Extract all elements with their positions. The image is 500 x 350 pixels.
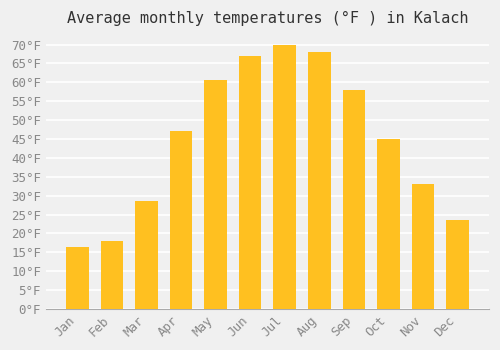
Bar [66, 247, 88, 309]
Bar [135, 201, 158, 309]
Bar [204, 80, 227, 309]
Bar [446, 220, 469, 309]
Title: Average monthly temperatures (°F ) in Kalach: Average monthly temperatures (°F ) in Ka… [66, 11, 468, 26]
Bar [412, 184, 434, 309]
Bar [274, 44, 296, 309]
Bar [239, 56, 262, 309]
Bar [100, 241, 123, 309]
Bar [308, 52, 330, 309]
Bar [170, 132, 192, 309]
Bar [377, 139, 400, 309]
Bar [342, 90, 365, 309]
